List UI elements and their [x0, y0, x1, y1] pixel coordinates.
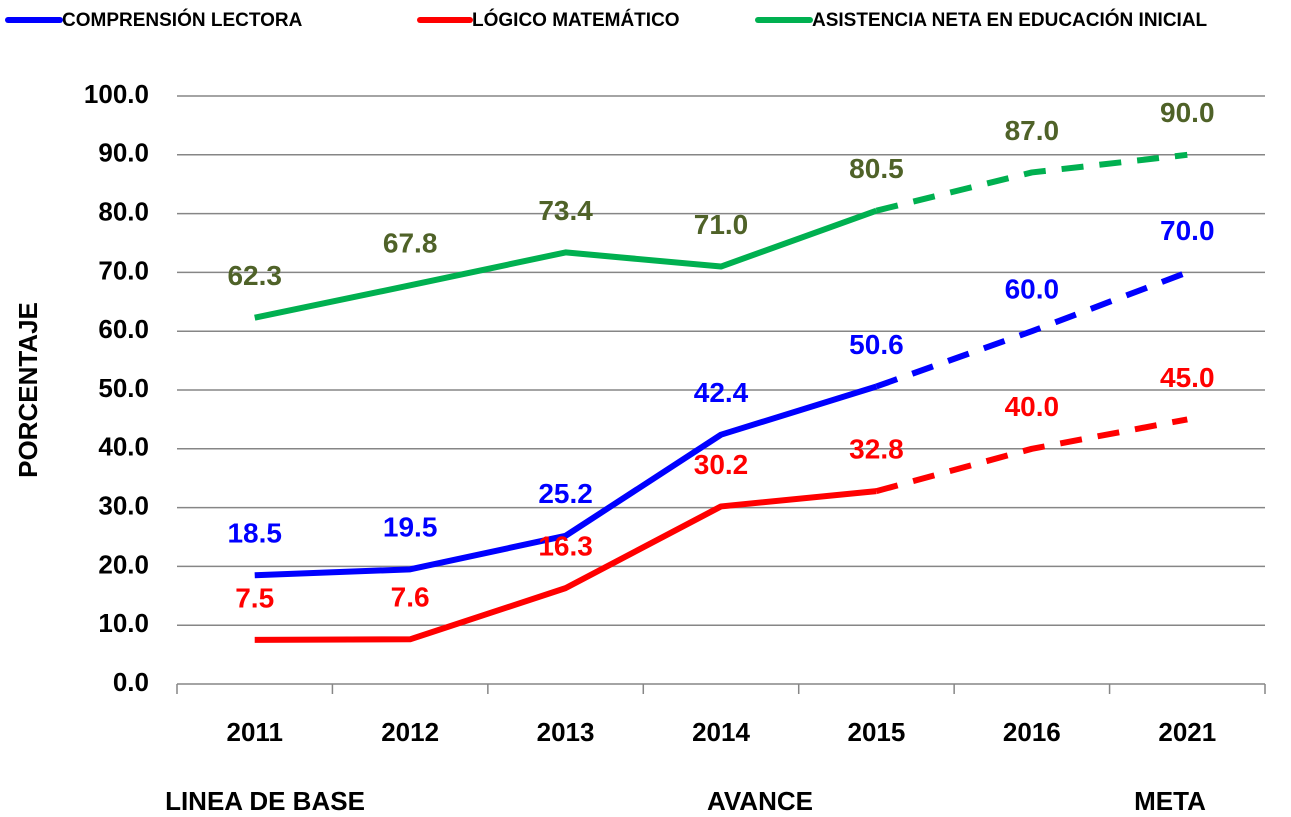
y-tick-label: 100.0 — [84, 79, 149, 109]
x-tick-label: 2012 — [381, 717, 439, 747]
y-tick-label: 0.0 — [113, 667, 149, 697]
y-tick-label: 70.0 — [98, 255, 149, 285]
data-label: 16.3 — [538, 531, 593, 562]
series-line-projected — [875, 269, 1189, 390]
x-tick-label: 2016 — [1003, 717, 1061, 747]
y-tick-label: 80.0 — [98, 196, 149, 226]
data-label: 25.2 — [538, 478, 593, 509]
y-tick-label: 90.0 — [98, 138, 149, 168]
data-label: 67.8 — [383, 228, 438, 259]
y-axis-label: PORCENTAJE — [13, 302, 43, 478]
y-tick-label: 30.0 — [98, 490, 149, 520]
data-label: 62.3 — [227, 260, 282, 291]
data-label: 7.5 — [235, 582, 274, 613]
y-tick-label: 10.0 — [98, 608, 149, 638]
data-label: 90.0 — [1160, 97, 1215, 128]
legend-label: LÓGICO MATEMÁTICO — [472, 9, 680, 31]
data-label: 42.4 — [694, 377, 749, 408]
x-tick-label: 2011 — [227, 717, 283, 747]
data-label: 60.0 — [1005, 274, 1060, 305]
y-tick-label: 20.0 — [98, 549, 149, 579]
y-tick-label: 50.0 — [98, 373, 149, 403]
data-label: 87.0 — [1005, 115, 1060, 146]
legend-label: COMPRENSIÓN LECTORA — [62, 9, 303, 31]
data-label: 45.0 — [1160, 362, 1215, 393]
y-tick-label: 60.0 — [98, 314, 149, 344]
data-label: 7.6 — [391, 582, 430, 613]
data-label: 71.0 — [694, 209, 749, 240]
data-label: 50.6 — [849, 329, 904, 360]
data-label: 30.2 — [694, 449, 749, 480]
x-tick-label: 2015 — [848, 717, 906, 747]
data-label: 70.0 — [1160, 215, 1215, 246]
annotation: LINEA DE BASE — [165, 786, 365, 816]
series-line — [254, 383, 878, 579]
y-tick-label: 40.0 — [98, 432, 149, 462]
legend-label: ASISTENCIA NETA EN EDUCACIÓN INICIAL — [812, 9, 1208, 31]
series-line-projected — [875, 416, 1188, 495]
data-label: 80.5 — [849, 153, 904, 184]
series-line-projected — [875, 151, 1188, 214]
x-tick-label: 2021 — [1158, 717, 1216, 747]
series-line — [254, 488, 877, 643]
series-line — [254, 207, 878, 321]
data-label: 73.4 — [538, 195, 593, 226]
data-label: 40.0 — [1005, 391, 1060, 422]
data-label: 32.8 — [849, 434, 904, 465]
x-tick-label: 2014 — [692, 717, 750, 747]
data-label: 18.5 — [227, 518, 282, 549]
data-label: 19.5 — [383, 512, 438, 543]
x-tick-label: 2013 — [537, 717, 595, 747]
annotation: AVANCE — [707, 786, 813, 816]
annotation: META — [1134, 786, 1206, 816]
